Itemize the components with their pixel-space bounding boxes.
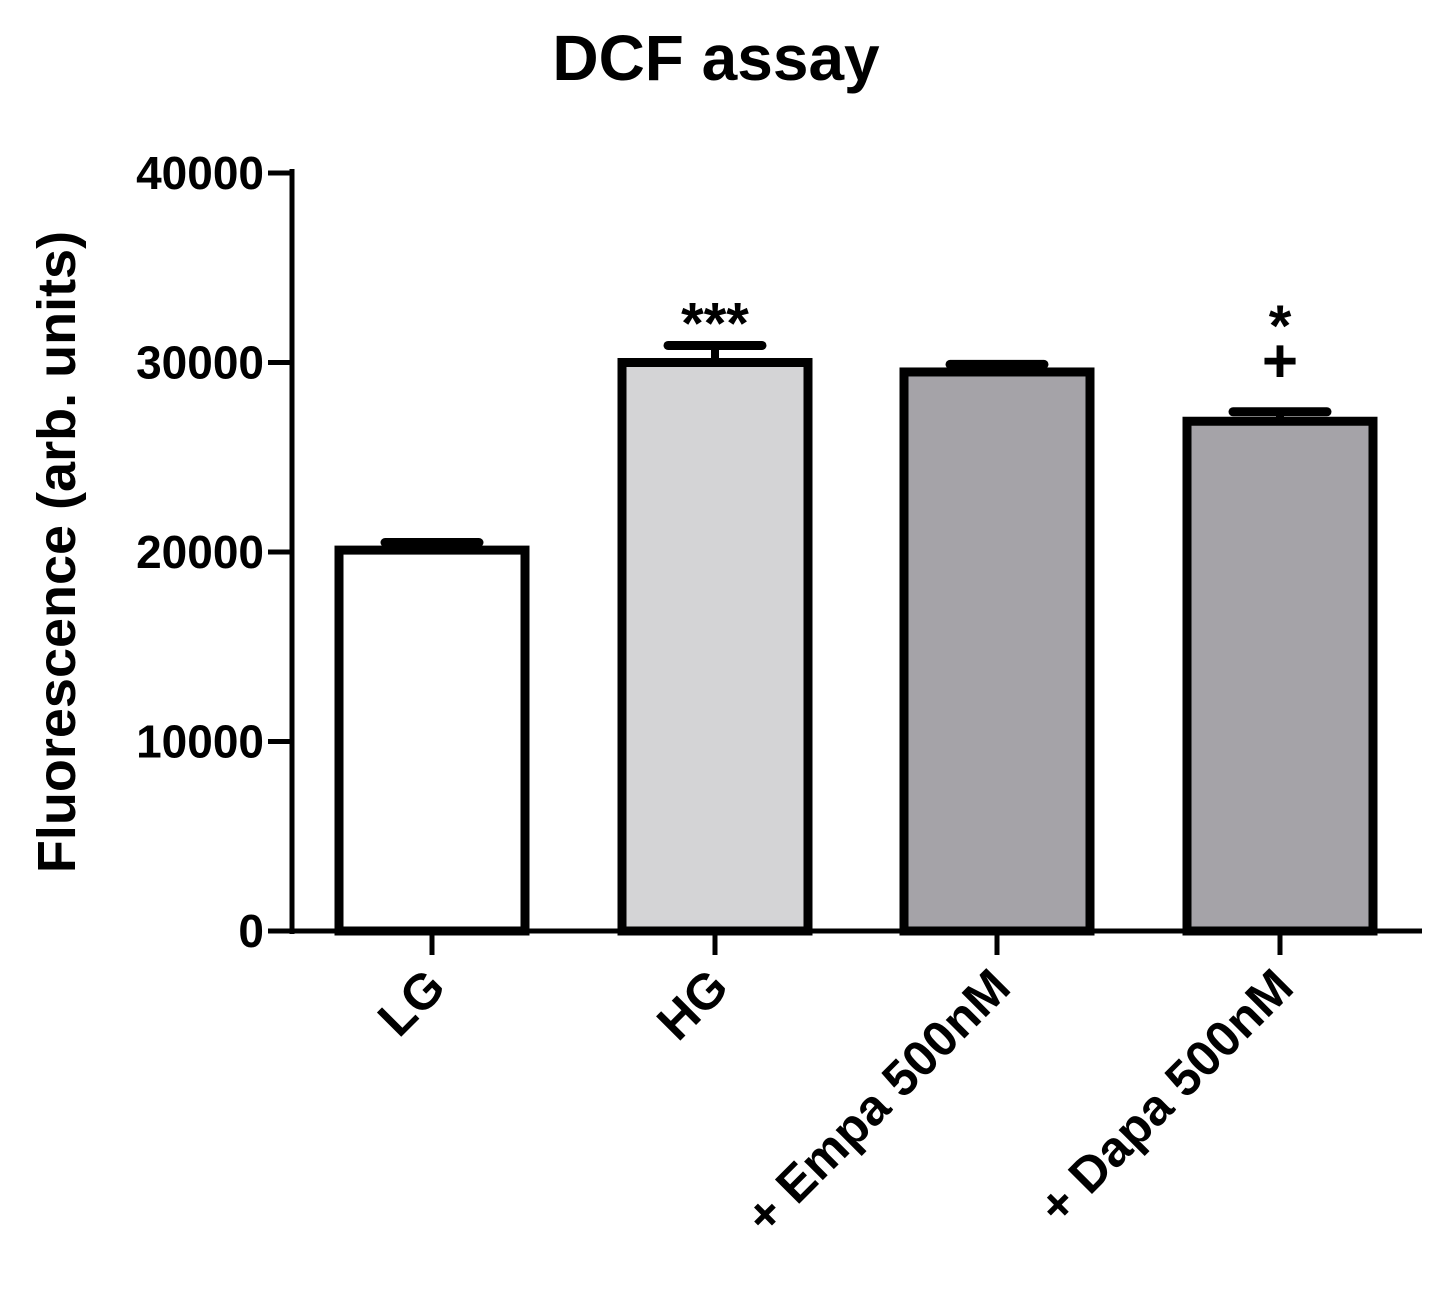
y-tick-label-2: 20000 [136,526,264,578]
chart-title: DCF assay [552,22,880,94]
x-tick-label-empa-500nm: + Empa 500nM [735,958,1021,1244]
y-axis-label: Fluorescence (arb. units) [27,231,87,873]
bar-hg [617,358,813,936]
y-tick-label-1: 10000 [136,716,264,768]
y-tick-label-3: 30000 [136,337,264,389]
chart-marks: 0 10000 20000 30000 40000 LG HG+ Empa 500nM + D… [136,147,1422,1244]
bar-dapa-500nm [1182,416,1378,936]
x-tick-label-hg: HG [646,958,739,1051]
y-tick-label-4: 40000 [136,147,264,199]
y-tick-label-0: 0 [238,905,264,957]
annotation-dapa-500nm-0: * [1269,294,1292,359]
x-tick-label-dapa-500nm: + Dapa 500nM [1027,958,1303,1234]
x-tick-label-lg: LG [367,958,456,1047]
annotation-dapa-500nm-1: + [1262,327,1298,396]
bar-lg [334,545,530,936]
annotation-hg-0: *** [681,291,749,356]
bar-empa-500nm [899,367,1095,936]
